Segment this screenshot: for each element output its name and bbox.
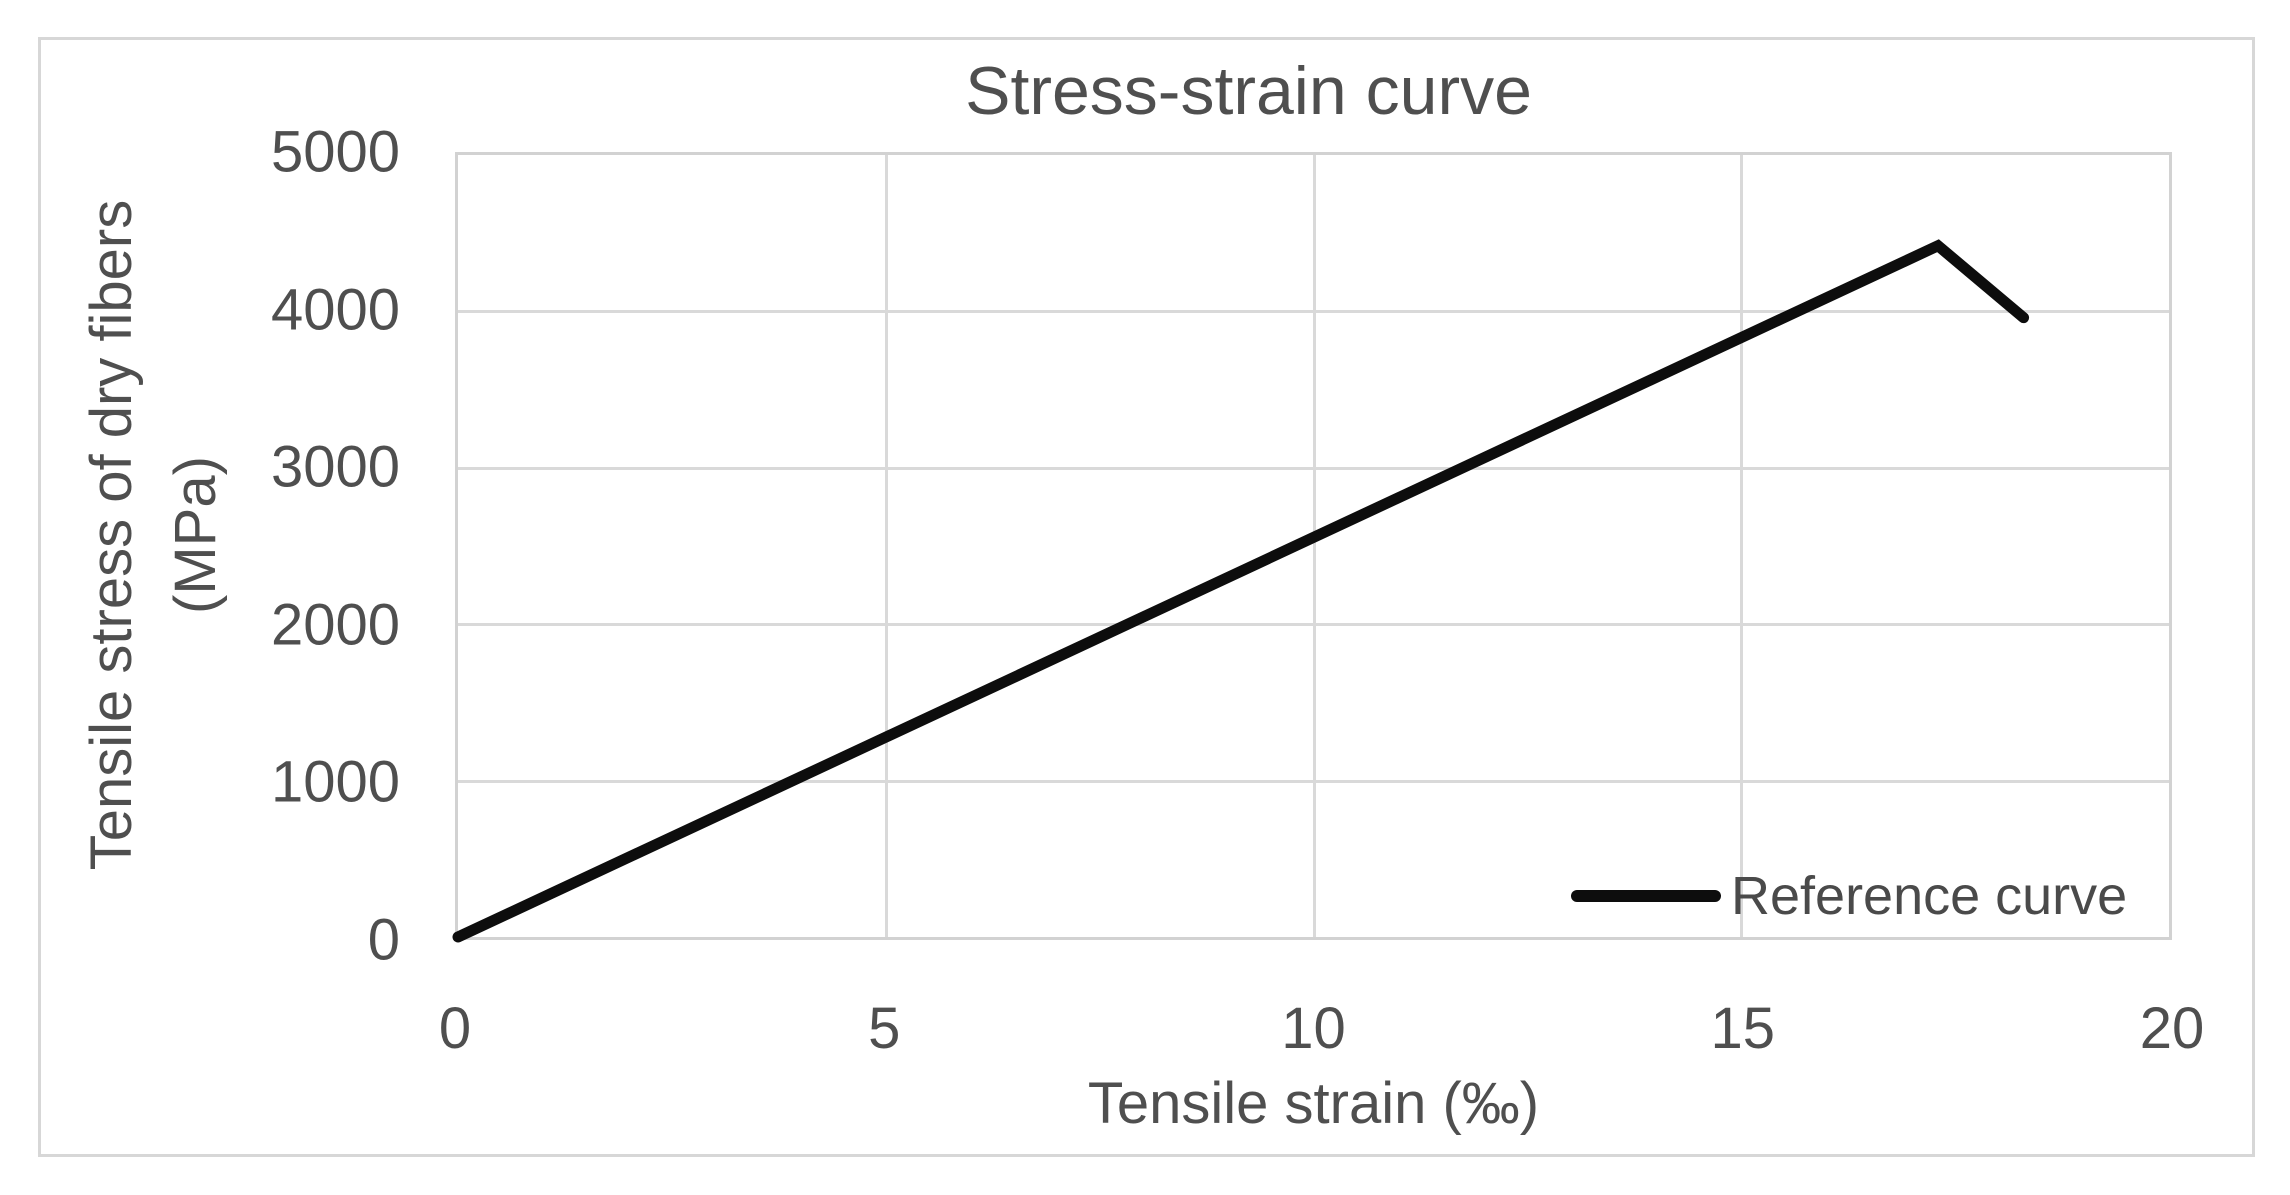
y-tick-label: 0 <box>367 907 400 973</box>
vertical-gridline <box>1740 155 1744 937</box>
y-tick-label: 4000 <box>270 277 400 343</box>
legend-line-sample <box>1571 890 1721 902</box>
x-tick-label: 0 <box>438 996 472 1061</box>
x-axis-title: Tensile strain (‰) <box>1087 1071 1540 1136</box>
vertical-gridline <box>1312 155 1316 937</box>
plot-area: Reference curve <box>452 152 2172 943</box>
y-tick-label: 1000 <box>270 749 400 815</box>
y-tick-label: 3000 <box>270 434 400 500</box>
reference-curve-line <box>452 239 2030 943</box>
vertical-gridline <box>884 155 888 937</box>
x-tick-label: 20 <box>2139 996 2205 1061</box>
legend-label: Reference curve <box>1731 866 2128 926</box>
y-axis-tick-labels: 0 1000 2000 3000 4000 5000 <box>0 120 400 973</box>
y-tick-label: 2000 <box>270 592 400 658</box>
legend: Reference curve <box>1571 863 2127 929</box>
x-tick-label: 5 <box>868 996 901 1061</box>
chart-title: Stress-strain curve <box>965 53 1532 129</box>
x-tick-label: 15 <box>1710 996 1776 1061</box>
x-axis-tick-labels: 0 5 10 15 20 <box>439 995 2204 1065</box>
y-tick-label: 5000 <box>270 119 400 185</box>
reference-curve-plot <box>452 239 2030 943</box>
x-tick-label: 10 <box>1281 996 1346 1061</box>
